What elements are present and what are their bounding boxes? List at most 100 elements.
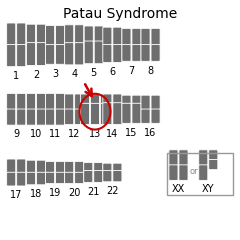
FancyBboxPatch shape: [94, 41, 103, 64]
Text: 9: 9: [13, 129, 19, 139]
FancyBboxPatch shape: [36, 172, 46, 185]
FancyBboxPatch shape: [56, 25, 65, 45]
Text: XY: XY: [202, 184, 215, 194]
Text: 20: 20: [68, 188, 80, 198]
FancyBboxPatch shape: [94, 26, 103, 42]
FancyBboxPatch shape: [7, 93, 16, 109]
FancyBboxPatch shape: [17, 45, 26, 67]
FancyBboxPatch shape: [65, 161, 74, 173]
FancyBboxPatch shape: [209, 160, 218, 170]
FancyBboxPatch shape: [199, 165, 208, 180]
FancyBboxPatch shape: [151, 45, 160, 61]
FancyBboxPatch shape: [94, 170, 103, 182]
Text: Patau Syndrome: Patau Syndrome: [63, 7, 177, 21]
FancyBboxPatch shape: [26, 93, 36, 109]
FancyBboxPatch shape: [151, 109, 160, 123]
Text: 18: 18: [30, 189, 42, 199]
FancyBboxPatch shape: [100, 103, 109, 125]
Text: 3: 3: [52, 69, 58, 78]
FancyBboxPatch shape: [113, 27, 122, 45]
FancyBboxPatch shape: [56, 45, 65, 64]
FancyBboxPatch shape: [26, 109, 36, 125]
FancyBboxPatch shape: [103, 163, 112, 171]
Text: 12: 12: [68, 129, 80, 139]
Text: 8: 8: [147, 66, 154, 76]
FancyBboxPatch shape: [199, 150, 208, 165]
FancyBboxPatch shape: [46, 45, 55, 64]
FancyBboxPatch shape: [56, 93, 65, 109]
FancyBboxPatch shape: [7, 159, 16, 173]
FancyBboxPatch shape: [56, 161, 65, 173]
FancyBboxPatch shape: [169, 150, 178, 165]
FancyBboxPatch shape: [56, 109, 65, 125]
FancyBboxPatch shape: [17, 93, 26, 109]
FancyBboxPatch shape: [75, 43, 84, 65]
FancyBboxPatch shape: [36, 160, 46, 173]
FancyBboxPatch shape: [75, 25, 84, 43]
FancyBboxPatch shape: [179, 165, 188, 180]
FancyBboxPatch shape: [141, 45, 150, 61]
FancyBboxPatch shape: [94, 162, 103, 171]
FancyBboxPatch shape: [56, 172, 65, 184]
FancyBboxPatch shape: [84, 162, 93, 171]
FancyBboxPatch shape: [113, 103, 122, 125]
FancyBboxPatch shape: [90, 94, 99, 104]
FancyBboxPatch shape: [26, 24, 36, 43]
FancyBboxPatch shape: [179, 150, 188, 165]
FancyBboxPatch shape: [17, 109, 26, 125]
FancyBboxPatch shape: [122, 103, 131, 123]
FancyBboxPatch shape: [103, 27, 112, 45]
FancyBboxPatch shape: [75, 94, 84, 109]
FancyBboxPatch shape: [113, 163, 122, 171]
Text: 1: 1: [13, 71, 19, 81]
FancyBboxPatch shape: [65, 109, 74, 125]
FancyBboxPatch shape: [46, 25, 55, 45]
FancyBboxPatch shape: [80, 94, 90, 104]
Text: 14: 14: [106, 129, 119, 139]
Text: 19: 19: [49, 188, 61, 198]
FancyBboxPatch shape: [75, 161, 84, 173]
Text: 21: 21: [87, 187, 99, 197]
FancyBboxPatch shape: [26, 160, 36, 173]
FancyBboxPatch shape: [65, 172, 74, 184]
Text: 7: 7: [128, 66, 135, 76]
FancyBboxPatch shape: [103, 171, 112, 182]
FancyBboxPatch shape: [132, 95, 141, 104]
FancyBboxPatch shape: [103, 103, 112, 125]
Text: 22: 22: [106, 186, 119, 196]
FancyBboxPatch shape: [46, 109, 55, 125]
Text: 6: 6: [109, 67, 115, 77]
FancyBboxPatch shape: [84, 26, 93, 42]
FancyBboxPatch shape: [169, 165, 178, 180]
FancyBboxPatch shape: [26, 43, 36, 66]
FancyBboxPatch shape: [46, 93, 55, 109]
Text: 17: 17: [10, 190, 22, 200]
FancyBboxPatch shape: [26, 172, 36, 185]
FancyBboxPatch shape: [141, 109, 150, 123]
FancyBboxPatch shape: [113, 171, 122, 182]
FancyBboxPatch shape: [80, 103, 90, 125]
FancyBboxPatch shape: [100, 94, 109, 104]
FancyBboxPatch shape: [65, 43, 74, 65]
FancyBboxPatch shape: [103, 45, 112, 62]
Text: XX: XX: [172, 184, 185, 194]
FancyBboxPatch shape: [7, 109, 16, 125]
Text: 5: 5: [91, 68, 97, 78]
Bar: [167, 153, 233, 195]
FancyBboxPatch shape: [7, 23, 16, 45]
Text: 11: 11: [49, 129, 61, 139]
FancyBboxPatch shape: [132, 103, 141, 123]
FancyBboxPatch shape: [36, 109, 46, 125]
FancyBboxPatch shape: [7, 45, 16, 67]
FancyBboxPatch shape: [36, 24, 46, 43]
Text: or: or: [190, 167, 198, 176]
FancyBboxPatch shape: [132, 28, 141, 45]
FancyBboxPatch shape: [151, 28, 160, 45]
FancyBboxPatch shape: [141, 28, 150, 45]
FancyBboxPatch shape: [65, 25, 74, 43]
FancyBboxPatch shape: [46, 161, 55, 173]
FancyBboxPatch shape: [141, 95, 150, 109]
Text: 4: 4: [71, 69, 77, 79]
Text: 15: 15: [125, 128, 138, 138]
FancyBboxPatch shape: [36, 93, 46, 109]
